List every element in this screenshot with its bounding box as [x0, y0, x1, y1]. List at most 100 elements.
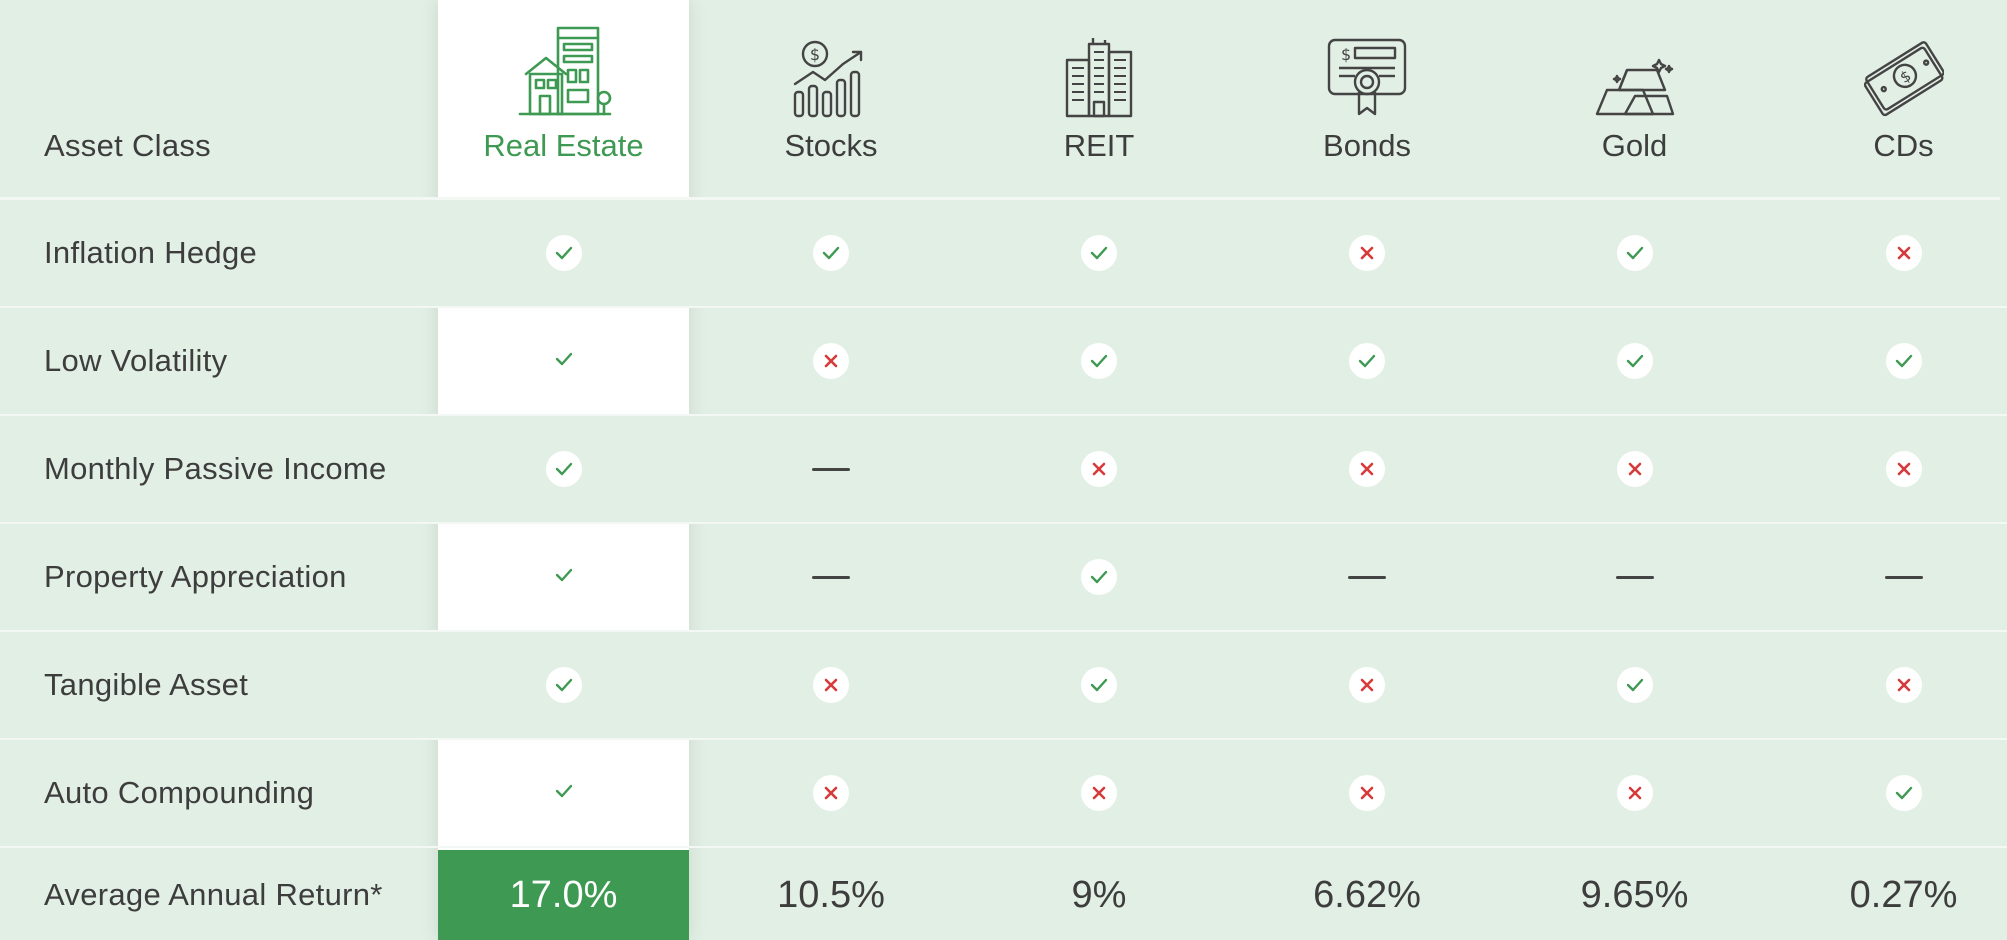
value-cell	[1760, 740, 2007, 846]
row-label: Low Volatility	[44, 343, 228, 378]
table-row: Low Volatility	[0, 308, 2007, 416]
value-cell	[973, 308, 1225, 414]
cross-icon	[1349, 451, 1385, 487]
svg-text:$: $	[810, 45, 820, 64]
col-header-stocks: $ Stocks	[689, 0, 973, 200]
value-cell	[973, 632, 1225, 738]
cross-icon	[1081, 451, 1117, 487]
value-cell	[689, 308, 973, 414]
table-row: Tangible Asset	[0, 632, 2007, 740]
col-header-label: Bonds	[1323, 128, 1411, 163]
value-cell	[1225, 524, 1509, 630]
stock-chart-icon: $	[791, 22, 871, 118]
cross-icon	[813, 667, 849, 703]
gold-bars-icon	[1595, 22, 1675, 118]
return-highlight-cell: 17.0%	[438, 850, 689, 940]
row-label: Inflation Hedge	[44, 235, 258, 270]
value-cell	[1760, 308, 2007, 414]
value-cell	[1509, 524, 1760, 630]
value-cell	[689, 524, 973, 630]
col-header-label: REIT	[1063, 128, 1135, 163]
dash-icon	[812, 467, 850, 471]
return-row: Average Annual Return*	[0, 850, 2007, 940]
value-cell	[438, 524, 689, 630]
value-cell	[1509, 632, 1760, 738]
asset-class-label: Asset Class	[44, 128, 211, 163]
col-header-label: Real Estate	[483, 128, 644, 163]
row-label: Auto Compounding	[44, 775, 315, 810]
check-icon	[555, 352, 573, 371]
value-cell	[438, 416, 689, 522]
svg-text:$: $	[1341, 45, 1351, 64]
value-cell	[689, 740, 973, 846]
check-icon	[1081, 235, 1117, 271]
col-header-reit: REIT	[973, 0, 1225, 200]
building-house-icon	[516, 22, 612, 118]
table-row: Monthly Passive Income	[0, 416, 2007, 524]
value-cell	[438, 740, 689, 846]
cross-icon	[1885, 667, 1922, 703]
value-cell	[689, 200, 973, 306]
certificate-icon: $	[1327, 22, 1407, 118]
value-cell	[1225, 200, 1509, 306]
check-icon	[1616, 235, 1653, 271]
col-header-label: CDs	[1873, 128, 1934, 163]
table-row: Property Appreciation	[0, 524, 2007, 632]
col-header-real-estate: Real Estate	[438, 0, 689, 200]
return-value: 9.65%	[1580, 873, 1689, 916]
value-cell	[1225, 632, 1509, 738]
return-value: 10.5%	[777, 873, 885, 916]
cross-icon	[813, 775, 849, 811]
value-cell	[1225, 308, 1509, 414]
value-cell	[973, 416, 1225, 522]
dash-icon	[1348, 575, 1386, 579]
row-label: Tangible Asset	[44, 667, 249, 702]
cross-icon	[1616, 775, 1653, 811]
check-icon	[813, 235, 849, 271]
value-cell	[438, 632, 689, 738]
return-value: 17.0%	[509, 873, 618, 916]
return-value: 6.62%	[1313, 873, 1421, 916]
value-cell	[1760, 200, 2007, 306]
check-icon	[1885, 343, 1922, 379]
row-label: Property Appreciation	[44, 559, 347, 594]
check-icon	[545, 451, 582, 487]
value-cell	[689, 416, 973, 522]
return-value: 9%	[1071, 873, 1127, 916]
check-icon	[545, 235, 582, 271]
value-cell	[973, 524, 1225, 630]
check-icon	[555, 568, 573, 587]
cross-icon	[1885, 451, 1922, 487]
table-row: Inflation Hedge	[0, 200, 2007, 308]
cash-icon: $	[1863, 22, 1944, 118]
check-icon	[1616, 667, 1653, 703]
check-icon	[1081, 667, 1117, 703]
check-icon	[555, 784, 573, 803]
value-cell	[973, 200, 1225, 306]
cross-icon	[1349, 775, 1385, 811]
check-icon	[1349, 343, 1385, 379]
col-header-label: Stocks	[784, 128, 878, 163]
return-label: Average Annual Return*	[44, 877, 383, 912]
value-cell	[1509, 416, 1760, 522]
col-header-label: Gold	[1601, 128, 1668, 163]
col-header-bonds: $ Bonds	[1225, 0, 1509, 200]
office-buildings-icon	[1063, 22, 1135, 118]
cross-icon	[1885, 235, 1922, 271]
check-icon	[1081, 343, 1117, 379]
cross-icon	[813, 343, 849, 379]
value-cell	[1509, 740, 1760, 846]
value-cell	[1225, 416, 1509, 522]
check-icon	[1081, 559, 1117, 595]
check-icon	[545, 667, 582, 703]
return-value: 0.27%	[1849, 873, 1958, 916]
value-cell	[1760, 632, 2007, 738]
dash-icon	[1615, 575, 1654, 579]
row-label: Monthly Passive Income	[44, 451, 387, 486]
value-cell	[438, 308, 689, 414]
value-cell	[1760, 416, 2007, 522]
value-cell	[973, 740, 1225, 846]
cross-icon	[1349, 667, 1385, 703]
dash-icon	[812, 575, 850, 579]
